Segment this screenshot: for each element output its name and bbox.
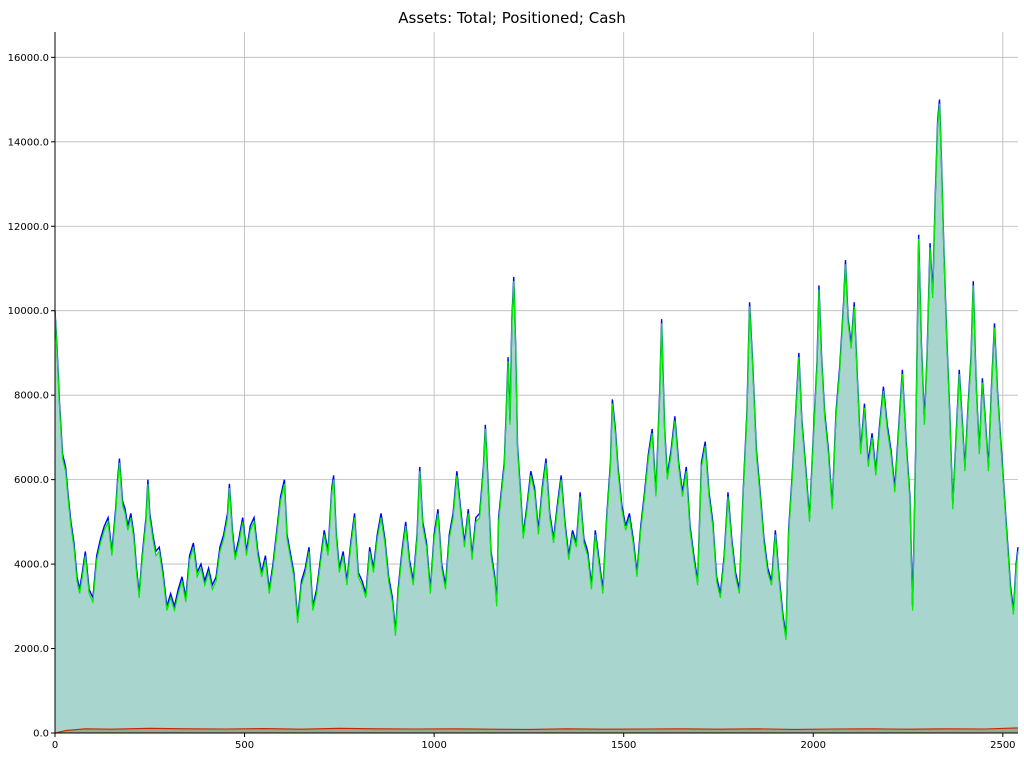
y-tick-label: 2000.0 xyxy=(14,644,49,655)
series-cash-line xyxy=(54,727,1019,734)
y-tick-label: 8000.0 xyxy=(14,391,49,402)
x-tick-label: 2500 xyxy=(990,740,1015,751)
y-tick-label: 14000.0 xyxy=(8,137,49,148)
area-layer xyxy=(55,103,1018,734)
series-positioned-line xyxy=(54,103,1019,641)
y-tick-label: 16000.0 xyxy=(8,53,49,64)
x-tick-label: 1500 xyxy=(611,740,636,751)
y-tick-label: 12000.0 xyxy=(8,222,49,233)
y-tick-label: 0.0 xyxy=(33,729,49,740)
axes xyxy=(51,32,1018,737)
x-tick-labels: 0 500 1000 1500 2000 2500 xyxy=(52,740,1016,751)
x-tick-label: 500 xyxy=(235,740,254,751)
series-layer xyxy=(54,99,1019,734)
y-tick-label: 6000.0 xyxy=(14,475,49,486)
y-tick-labels: 0.0 2000.0 4000.0 6000.0 8000.0 10000.0 12000.… xyxy=(8,53,49,740)
x-tick-label: 0 xyxy=(52,740,58,751)
y-tick-label: 10000.0 xyxy=(8,306,49,317)
x-tick-label: 2000 xyxy=(801,740,826,751)
positioned-area xyxy=(55,103,1018,734)
chart-title: Assets: Total; Positioned; Cash xyxy=(398,9,625,27)
y-tick-label: 4000.0 xyxy=(14,560,49,571)
x-tick-label: 1000 xyxy=(421,740,446,751)
